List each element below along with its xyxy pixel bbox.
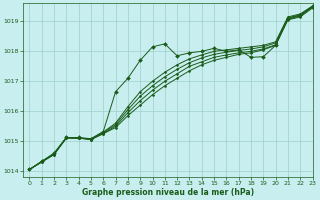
X-axis label: Graphe pression niveau de la mer (hPa): Graphe pression niveau de la mer (hPa): [82, 188, 254, 197]
